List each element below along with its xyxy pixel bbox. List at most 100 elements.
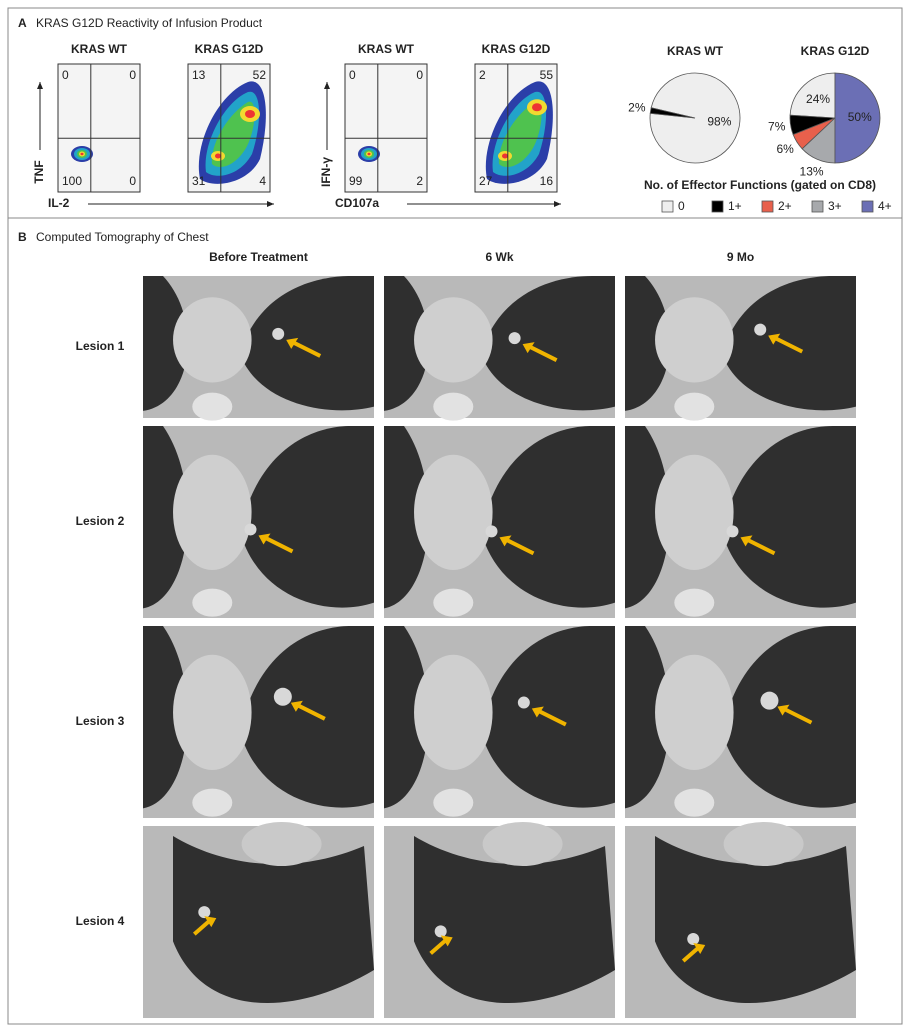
column-header: Before Treatment bbox=[209, 250, 308, 264]
pie-value-label: 24% bbox=[806, 92, 830, 106]
ct-image bbox=[384, 276, 615, 421]
row-label: Lesion 2 bbox=[76, 514, 125, 528]
lesion-arrow bbox=[773, 335, 804, 354]
quadrant-value: 99 bbox=[349, 174, 363, 188]
panel-label: B bbox=[18, 230, 27, 244]
spine bbox=[433, 392, 474, 421]
mediastinum bbox=[414, 297, 493, 383]
quadrant-value: 52 bbox=[253, 68, 267, 82]
lung-field bbox=[173, 836, 374, 1004]
panel-title: Computed Tomography of Chest bbox=[36, 230, 209, 244]
plot-area bbox=[57, 63, 141, 193]
lung-field bbox=[722, 426, 856, 608]
mediastinum bbox=[414, 454, 493, 570]
lung-field bbox=[625, 626, 670, 809]
quadrant-value: 2 bbox=[479, 68, 486, 82]
ct-image bbox=[384, 626, 615, 818]
quadrant-value: 27 bbox=[479, 174, 493, 188]
lesion-arrow-head bbox=[777, 704, 790, 716]
plot-area bbox=[344, 63, 428, 193]
spine bbox=[192, 392, 233, 421]
ct-image bbox=[384, 822, 615, 1018]
plot-title: KRAS WT bbox=[358, 42, 415, 56]
legend-swatch bbox=[861, 200, 874, 213]
row-label: Lesion 3 bbox=[76, 714, 125, 728]
lesion-arrow bbox=[745, 537, 776, 556]
legend-title: No. of Effector Functions (gated on CD8) bbox=[644, 178, 876, 192]
legend-swatch bbox=[761, 200, 774, 213]
quadrant-value: 0 bbox=[349, 68, 356, 82]
lung-field bbox=[240, 276, 374, 411]
lesion-arrow-head bbox=[440, 935, 453, 947]
row-label: Lesion 4 bbox=[76, 914, 125, 928]
mediastinum bbox=[655, 654, 734, 771]
figure-border bbox=[7, 7, 903, 1025]
lung-field bbox=[481, 276, 615, 411]
pie-value-label: 13% bbox=[800, 164, 824, 178]
lesion-arrow bbox=[192, 918, 212, 936]
pie-slice bbox=[789, 72, 836, 119]
pie-title: KRAS G12D bbox=[801, 44, 870, 58]
lesion bbox=[754, 323, 767, 336]
lesion-arrow bbox=[681, 945, 701, 963]
density-blob bbox=[502, 153, 508, 159]
pie-value-label: 50% bbox=[848, 110, 872, 124]
x-axis-label: IL-2 bbox=[48, 196, 70, 210]
lung-field bbox=[240, 426, 374, 608]
pie-title: KRAS WT bbox=[667, 44, 724, 58]
liver-dome bbox=[482, 822, 563, 866]
lesion-arrow-head bbox=[258, 533, 271, 545]
lesion-arrow bbox=[263, 535, 294, 554]
x-axis-label: CD107a bbox=[335, 196, 379, 210]
density-blob bbox=[245, 110, 255, 118]
lung-field bbox=[240, 626, 374, 808]
lesion bbox=[517, 696, 530, 709]
ct-image bbox=[143, 276, 374, 421]
density-blob bbox=[498, 101, 542, 167]
lesion bbox=[760, 691, 779, 710]
lesion bbox=[687, 933, 700, 946]
y-axis-label: TNF bbox=[32, 160, 46, 183]
lesion-arrow bbox=[504, 537, 535, 556]
quadrant-value: 4 bbox=[259, 174, 266, 188]
ct-image bbox=[625, 626, 856, 818]
quadrant-value: 55 bbox=[540, 68, 554, 82]
legend-label: 0 bbox=[678, 199, 685, 213]
lesion bbox=[244, 523, 257, 536]
spine bbox=[192, 788, 233, 817]
liver-dome bbox=[241, 822, 322, 866]
legend-swatch bbox=[661, 200, 674, 213]
quadrant-value: 31 bbox=[192, 174, 206, 188]
quadrant-value: 0 bbox=[62, 68, 69, 82]
density-blob bbox=[367, 152, 371, 156]
quadrant-value: 16 bbox=[540, 174, 554, 188]
lesion-arrow-head bbox=[204, 916, 217, 928]
lung-field bbox=[143, 626, 188, 809]
ct-image bbox=[143, 822, 374, 1018]
ct-image bbox=[384, 426, 615, 618]
quadrant-value: 100 bbox=[62, 174, 82, 188]
pie-value-label: 6% bbox=[777, 142, 795, 156]
mediastinum bbox=[655, 297, 734, 383]
lesion-arrow bbox=[429, 937, 448, 955]
lung-field bbox=[384, 276, 429, 411]
spine bbox=[433, 588, 474, 617]
legend-label: 2+ bbox=[778, 199, 792, 213]
y-axis-label: IFN-γ bbox=[319, 157, 333, 187]
lesion bbox=[273, 687, 292, 706]
lesion-arrow-head bbox=[499, 535, 512, 547]
legend-swatch bbox=[711, 200, 724, 213]
lung-field bbox=[625, 276, 670, 411]
ct-image bbox=[625, 426, 856, 618]
lesion bbox=[434, 925, 447, 938]
pie-slice bbox=[834, 72, 881, 164]
lesion bbox=[198, 906, 211, 919]
lesion bbox=[508, 332, 521, 345]
lesion-arrow-head bbox=[768, 333, 781, 345]
mediastinum bbox=[173, 297, 252, 383]
lesion bbox=[272, 327, 285, 340]
plot-title: KRAS WT bbox=[71, 42, 128, 56]
mediastinum bbox=[173, 454, 252, 570]
lung-field bbox=[143, 426, 188, 609]
